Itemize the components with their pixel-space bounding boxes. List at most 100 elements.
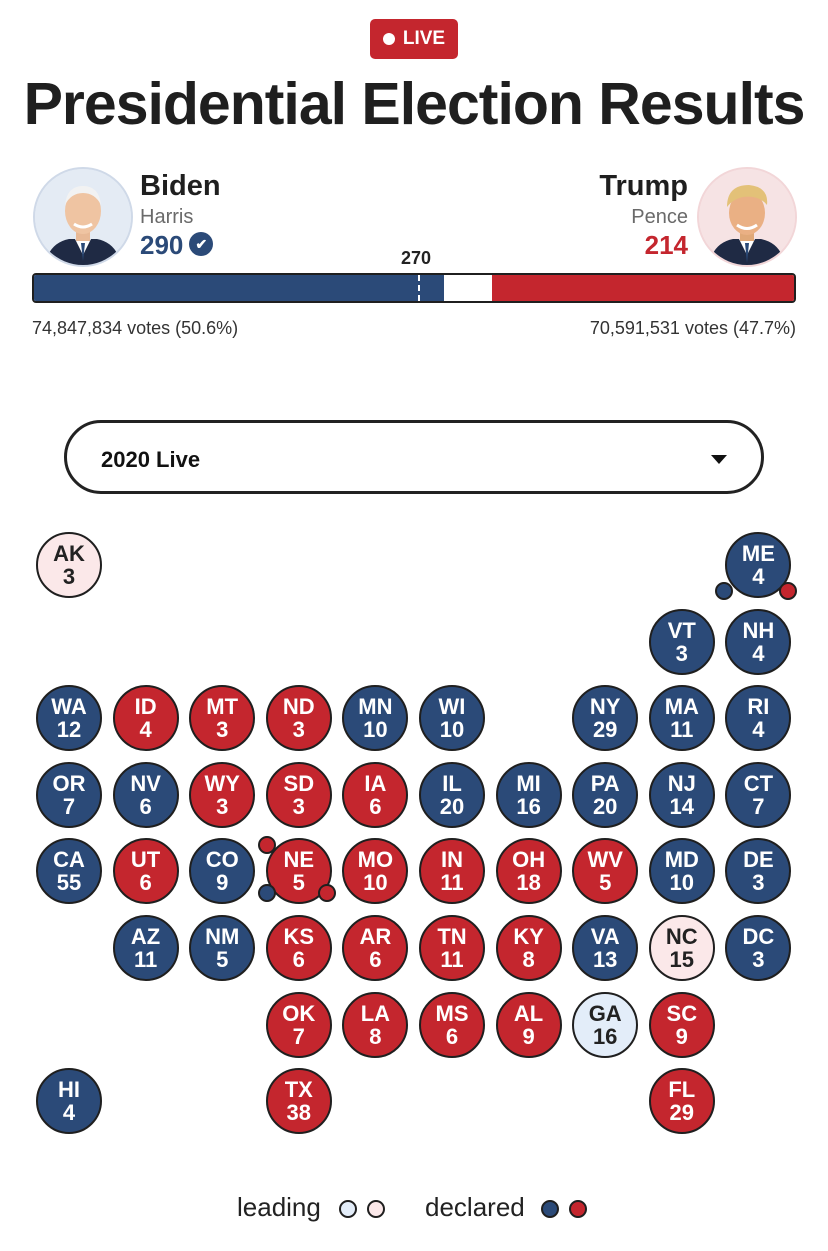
state-nh[interactable]: NH 4 [725, 608, 792, 675]
state-ga[interactable]: GA 16 [572, 991, 639, 1058]
state-ar[interactable]: AR 6 [342, 915, 409, 981]
district-dot-ne[interactable] [257, 884, 276, 903]
state-il[interactable]: IL 20 [419, 761, 485, 828]
state-abbr: CA [53, 847, 85, 873]
state-in[interactable]: IN 11 [419, 838, 485, 905]
state-electoral-votes: 6 [292, 947, 305, 972]
live-badge: LIVE [370, 19, 458, 59]
state-ok[interactable]: OK 7 [265, 991, 332, 1058]
state-wa[interactable]: WA 12 [36, 685, 102, 752]
state-or[interactable]: OR 7 [36, 761, 102, 828]
state-va[interactable]: VA 13 [572, 915, 639, 981]
state-abbr: ND [282, 694, 315, 720]
legend: leading declared [0, 1192, 828, 1222]
state-vt[interactable]: VT 3 [648, 608, 715, 675]
legend-dem-declared-dot [541, 1200, 559, 1218]
state-nd[interactable]: ND 3 [265, 685, 332, 752]
legend-rep-declared-dot [569, 1200, 587, 1218]
state-electoral-votes: 13 [592, 947, 618, 972]
state-oh[interactable]: OH 18 [495, 838, 562, 905]
state-abbr: AK [53, 540, 85, 566]
state-electoral-votes: 20 [592, 793, 618, 819]
district-dot-me[interactable] [715, 582, 734, 600]
state-electoral-votes: 7 [752, 793, 765, 819]
state-ks[interactable]: KS 6 [265, 915, 332, 981]
state-abbr: SC [666, 1000, 698, 1026]
state-sc[interactable]: SC 9 [648, 991, 715, 1058]
state-electoral-votes: 10 [669, 870, 695, 896]
state-nm[interactable]: NM 5 [189, 915, 256, 981]
state-electoral-votes: 3 [216, 793, 229, 819]
state-ri[interactable]: RI 4 [725, 685, 792, 752]
state-electoral-votes: 12 [56, 717, 82, 743]
state-abbr: NM [205, 923, 240, 949]
state-electoral-votes: 6 [445, 1023, 459, 1049]
live-dot-icon [382, 33, 395, 45]
left-candidate-name: Biden [140, 170, 221, 202]
state-ak[interactable]: AK 3 [36, 532, 102, 598]
state-abbr: NE [283, 847, 315, 873]
state-abbr: KY [513, 923, 544, 949]
state-abbr: ME [741, 540, 775, 566]
state-la[interactable]: LA 8 [342, 991, 409, 1058]
state-ms[interactable]: MS 6 [419, 991, 485, 1058]
state-hi[interactable]: HI 4 [36, 1068, 102, 1135]
legend-rep-leading-dot [367, 1200, 385, 1218]
state-ct[interactable]: CT 7 [725, 761, 792, 828]
state-pa[interactable]: PA 20 [572, 761, 639, 828]
state-az[interactable]: AZ 11 [112, 915, 179, 981]
state-sd[interactable]: SD 3 [265, 761, 332, 828]
state-wv[interactable]: WV 5 [572, 838, 639, 905]
state-nv[interactable]: NV 6 [112, 761, 179, 828]
state-dc[interactable]: DC 3 [725, 915, 792, 981]
state-nc[interactable]: NC 15 [648, 915, 715, 981]
state-electoral-votes: 6 [139, 870, 152, 896]
state-tx[interactable]: TX 38 [265, 1068, 332, 1135]
state-ut[interactable]: UT 6 [112, 838, 179, 905]
state-abbr: MO [357, 847, 394, 873]
state-electoral-votes: 3 [752, 947, 765, 972]
state-mt[interactable]: MT 3 [189, 685, 256, 752]
state-abbr: ID [134, 694, 157, 720]
state-abbr: TN [437, 923, 467, 949]
state-abbr: TX [284, 1077, 313, 1103]
state-electoral-votes: 3 [752, 870, 765, 896]
year-selector-value: 2020 Live [101, 447, 201, 472]
state-ma[interactable]: MA 11 [648, 685, 715, 752]
state-mo[interactable]: MO 10 [342, 838, 409, 905]
state-co[interactable]: CO 9 [189, 838, 256, 905]
state-abbr: FL [668, 1077, 696, 1103]
state-abbr: DC [742, 923, 775, 949]
state-ny[interactable]: NY 29 [572, 685, 639, 752]
state-electoral-votes: 10 [439, 717, 465, 743]
state-electoral-votes: 14 [669, 793, 695, 819]
state-electoral-votes: 6 [369, 947, 382, 972]
state-electoral-votes: 18 [516, 870, 541, 896]
state-ca[interactable]: CA 55 [36, 838, 102, 905]
state-id[interactable]: ID 4 [112, 685, 179, 752]
state-tn[interactable]: TN 11 [419, 915, 485, 981]
state-wi[interactable]: WI 10 [419, 685, 485, 752]
district-dot-ne[interactable] [317, 884, 336, 903]
state-wy[interactable]: WY 3 [189, 761, 256, 828]
state-electoral-votes: 5 [599, 870, 612, 896]
state-abbr: WA [51, 694, 87, 720]
state-electoral-votes: 7 [62, 793, 76, 819]
district-dot-me[interactable] [779, 582, 798, 600]
state-ia[interactable]: IA 6 [342, 761, 409, 828]
district-dot-ne[interactable] [257, 836, 276, 855]
year-selector[interactable]: 2020 Live [64, 420, 764, 494]
state-electoral-votes: 4 [752, 717, 765, 743]
state-mn[interactable]: MN 10 [342, 685, 409, 752]
state-ky[interactable]: KY 8 [495, 915, 562, 981]
state-abbr: MT [206, 694, 239, 720]
state-nj[interactable]: NJ 14 [648, 761, 715, 828]
threshold-label: 270 [400, 248, 432, 268]
state-electoral-votes: 20 [439, 793, 465, 819]
state-mi[interactable]: MI 16 [495, 761, 562, 828]
state-fl[interactable]: FL 29 [648, 1068, 715, 1135]
state-abbr: AZ [130, 923, 161, 949]
state-md[interactable]: MD 10 [648, 838, 715, 905]
state-de[interactable]: DE 3 [725, 838, 792, 905]
state-al[interactable]: AL 9 [495, 991, 562, 1058]
